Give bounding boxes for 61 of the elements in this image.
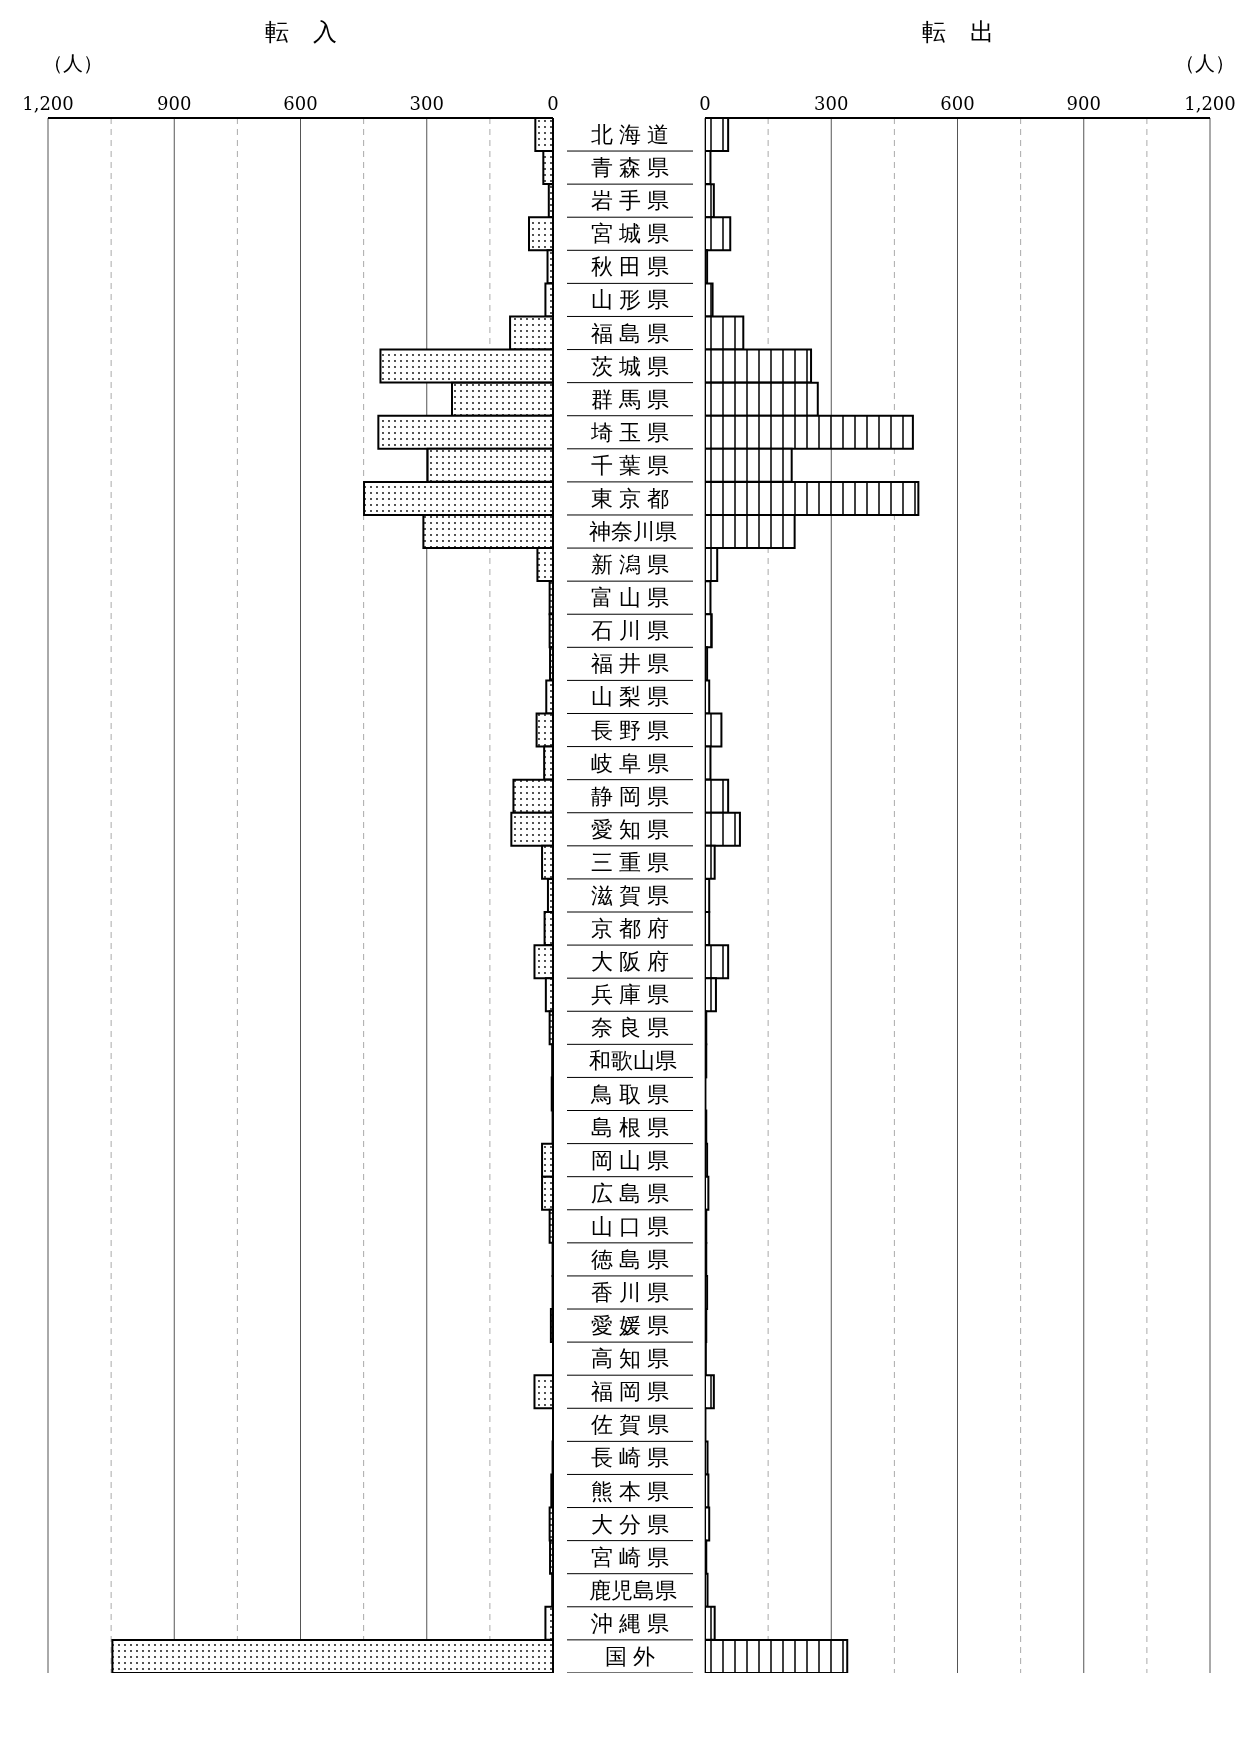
y-tick-label: 三重県 <box>591 849 675 875</box>
x-tick-label: 900 <box>157 93 192 114</box>
x-tick-label: 1,200 <box>22 93 74 114</box>
y-tick-label: 岐阜県 <box>591 750 675 776</box>
y-tick-label: 高知県 <box>591 1346 675 1372</box>
y-tick-label: 長野県 <box>591 717 675 743</box>
chart-title: 転 入 <box>263 17 338 48</box>
y-tick-label: 静岡県 <box>591 783 675 809</box>
y-tick-label: 鹿児島県 <box>589 1577 677 1603</box>
y-tick-label: 東京都 <box>591 485 675 511</box>
y-tick-label: 兵庫県 <box>591 982 675 1008</box>
y-tick-label: 滋賀県 <box>591 883 675 908</box>
y-tick-label: 宮崎県 <box>591 1544 675 1570</box>
y-tick-label: 青森県 <box>591 155 675 181</box>
y-tick-label: 岡山県 <box>591 1147 675 1173</box>
x-tick-label: 300 <box>409 93 444 114</box>
y-tick-label: 石川県 <box>591 618 675 644</box>
y-tick-label: 山梨県 <box>591 684 675 710</box>
y-tick-label: 熊本県 <box>591 1478 675 1504</box>
y-tick-label: 福岡県 <box>591 1379 675 1405</box>
y-tick-label: 北海道 <box>591 122 675 148</box>
y-tick-label: 奈良県 <box>591 1015 675 1041</box>
y-tick-label: 福島県 <box>591 320 675 346</box>
y-tick-label: 長崎県 <box>591 1445 675 1471</box>
y-tick-label: 富山県 <box>591 585 675 611</box>
y-tick-label: 岩手県 <box>591 188 675 214</box>
y-tick-label: 大分県 <box>591 1511 675 1537</box>
y-tick-label: 新潟県 <box>591 552 675 578</box>
y-tick-label: 愛媛県 <box>591 1313 675 1339</box>
y-tick-label: 秋田県 <box>591 254 675 280</box>
y-tick-label: 和歌山県 <box>589 1048 677 1074</box>
x-tick-label: 0 <box>699 93 711 114</box>
chart-title: 転 出 <box>920 17 995 48</box>
y-tick-label: 群馬県 <box>591 386 675 412</box>
y-tick-label: 神奈川県 <box>589 519 677 545</box>
x-tick-label: 300 <box>814 93 849 114</box>
x-axis-title: （人） <box>1175 50 1235 77</box>
y-tick-label: 宮城県 <box>591 221 675 247</box>
y-tick-label: 京都府 <box>591 916 675 942</box>
y-tick-label: 島根県 <box>591 1114 675 1140</box>
y-tick-label: 山口県 <box>591 1213 675 1239</box>
y-tick-label: 山形県 <box>591 287 675 313</box>
y-tick-label: 愛知県 <box>591 816 675 842</box>
x-tick-label: 600 <box>283 93 318 114</box>
x-tick-label: 0 <box>547 93 559 114</box>
y-tick-label: 香川県 <box>591 1280 675 1306</box>
y-tick-label: 千葉県 <box>591 452 675 478</box>
y-tick-label: 鳥取県 <box>590 1081 675 1107</box>
y-tick-label: 佐賀県 <box>591 1412 675 1438</box>
y-tick-label: 茨城県 <box>591 353 675 379</box>
y-tick-label: 広島県 <box>591 1180 675 1206</box>
x-tick-label: 1,200 <box>1184 93 1236 114</box>
y-tick-label: 沖縄県 <box>591 1610 675 1636</box>
y-tick-label: 徳島県 <box>591 1246 675 1272</box>
y-tick-label: 国外 <box>605 1643 661 1669</box>
y-tick-label: 福井県 <box>591 651 675 677</box>
x-tick-label: 900 <box>1066 93 1101 114</box>
x-axis-title: （人） <box>43 50 103 77</box>
y-tick-label: 大阪府 <box>591 949 675 975</box>
y-tick-label: 埼玉県 <box>590 419 675 445</box>
x-tick-label: 600 <box>940 93 975 114</box>
